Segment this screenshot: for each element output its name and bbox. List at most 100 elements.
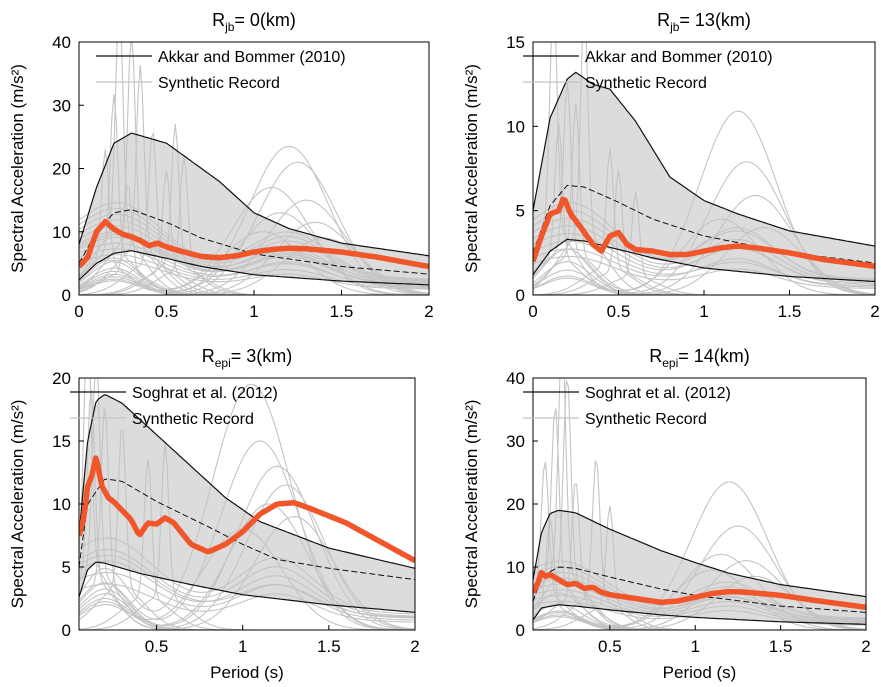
y-tick-label: 10 — [506, 558, 525, 577]
y-tick-label: 0 — [62, 621, 71, 640]
y-tick-label: 0 — [516, 621, 525, 640]
legend: Akkar and Bommer (2010) Synthetic Record — [96, 49, 346, 92]
synthetic-peak-5 — [533, 483, 866, 630]
x-tick-label: 2 — [410, 637, 419, 656]
y-tick-label: 10 — [506, 117, 525, 136]
synthetic-hump-4 — [79, 503, 415, 630]
x-tick-label: 1 — [690, 637, 699, 656]
synthetic-hump-2 — [533, 553, 866, 630]
synthetic-peak-0 — [79, 42, 429, 295]
synthetic-hump-5 — [79, 516, 415, 630]
gmpe-median-line — [533, 184, 875, 264]
legend: Akkar and Bommer (2010) Synthetic Record — [523, 49, 773, 92]
panel-title: Rjb= 13(km) — [657, 10, 751, 34]
synthetic-hump-0 — [533, 110, 875, 295]
synthetic-peak-6 — [533, 122, 875, 295]
plot-area — [533, 378, 866, 630]
synthetic-hump-0 — [79, 145, 429, 295]
synthetic-hump-2 — [79, 465, 415, 630]
y-axis-label: Spectral Acceleration (m/s²) — [462, 64, 481, 273]
synthetic-record-2 — [79, 549, 415, 617]
synthetic-records — [533, 378, 866, 630]
synthetic-hump-3 — [79, 484, 415, 630]
x-tick-label: 0.5 — [598, 637, 622, 656]
synthetic-hump-5 — [79, 221, 429, 295]
mean-synthetic-line — [533, 196, 875, 270]
synthetic-record-7 — [533, 600, 866, 626]
y-tick-label: 40 — [52, 33, 71, 52]
synthetic-hump-1 — [79, 440, 415, 630]
plot-area — [79, 378, 415, 630]
x-axis-label: Period (s) — [210, 663, 284, 682]
synthetic-peak-2 — [79, 408, 415, 630]
synthetic-record-0 — [79, 572, 415, 621]
synthetic-peak-1 — [79, 42, 429, 295]
synthetic-hump-4 — [79, 212, 429, 295]
x-tick-label: 0.5 — [155, 302, 179, 321]
synthetic-record-0 — [533, 589, 866, 624]
x-tick-label: 0 — [74, 302, 83, 321]
synthetic-record-2 — [79, 225, 429, 284]
synthetic-peak-3 — [533, 102, 875, 295]
synthetic-records — [533, 42, 875, 295]
synthetic-hump-1 — [79, 161, 429, 295]
y-axis-label: Spectral Acceleration (m/s²) — [462, 400, 481, 609]
synthetic-records — [79, 378, 415, 630]
y-tick-label: 40 — [506, 369, 525, 388]
synthetic-peak-3 — [533, 460, 866, 630]
gmpe-upper-line — [533, 509, 866, 598]
synthetic-record-3 — [533, 594, 866, 625]
legend-label-gmpe: Akkar and Bommer (2010) — [158, 49, 346, 66]
synthetic-record-3 — [79, 583, 415, 623]
synthetic-hump-4 — [533, 569, 866, 630]
x-tick-label: 1 — [238, 637, 247, 656]
y-tick-label: 20 — [52, 369, 71, 388]
legend-label-synthetic: Synthetic Record — [585, 411, 707, 428]
x-tick-label: 0 — [528, 302, 537, 321]
mean-synthetic-line — [79, 218, 429, 270]
mean-synthetic-line — [533, 569, 866, 611]
panel-title: Rjb= 0(km) — [212, 10, 296, 34]
x-tick-label: 1 — [249, 302, 258, 321]
synthetic-records — [79, 42, 429, 295]
panel-title: Repi= 3(km) — [202, 346, 293, 370]
y-tick-label: 0 — [62, 286, 71, 305]
y-axis-label: Spectral Acceleration (m/s²) — [8, 400, 27, 609]
synthetic-hump-7 — [79, 237, 429, 295]
synthetic-peak-6 — [79, 389, 415, 630]
y-tick-label: 20 — [506, 495, 525, 514]
x-tick-label: 1.5 — [330, 302, 354, 321]
panel-title: Repi= 14(km) — [649, 346, 750, 370]
x-tick-label: 1.5 — [317, 637, 341, 656]
y-tick-label: 30 — [506, 432, 525, 451]
y-tick-label: 10 — [52, 495, 71, 514]
y-axis-label: Spectral Acceleration (m/s²) — [8, 64, 27, 273]
y-tick-label: 15 — [52, 432, 71, 451]
synthetic-peak-2 — [79, 65, 429, 295]
x-tick-label: 1.5 — [769, 637, 793, 656]
synthetic-peak-1 — [533, 42, 875, 295]
plot-area — [533, 42, 875, 295]
legend-label-synthetic: Synthetic Record — [585, 75, 707, 92]
synthetic-peak-1 — [533, 380, 866, 630]
y-tick-label: 30 — [52, 96, 71, 115]
gmpe-upper-line — [79, 132, 429, 257]
synthetic-hump-6 — [79, 231, 429, 295]
y-tick-label: 10 — [52, 223, 71, 242]
synthetic-hump-0 — [79, 383, 415, 630]
synthetic-peak-0 — [533, 42, 875, 295]
synthetic-record-8 — [79, 207, 429, 281]
y-tick-label: 5 — [516, 202, 525, 221]
x-axis-label: Period (s) — [663, 663, 737, 682]
synthetic-hump-5 — [533, 575, 866, 630]
x-tick-label: 2 — [870, 302, 879, 321]
legend-label-synthetic: Synthetic Record — [132, 411, 254, 428]
y-tick-label: 0 — [516, 286, 525, 305]
legend-label-gmpe: Akkar and Bommer (2010) — [585, 49, 773, 66]
y-tick-label: 5 — [62, 558, 71, 577]
legend-label-gmpe: Soghrat et al. (2012) — [585, 385, 731, 402]
x-tick-label: 2 — [861, 637, 870, 656]
